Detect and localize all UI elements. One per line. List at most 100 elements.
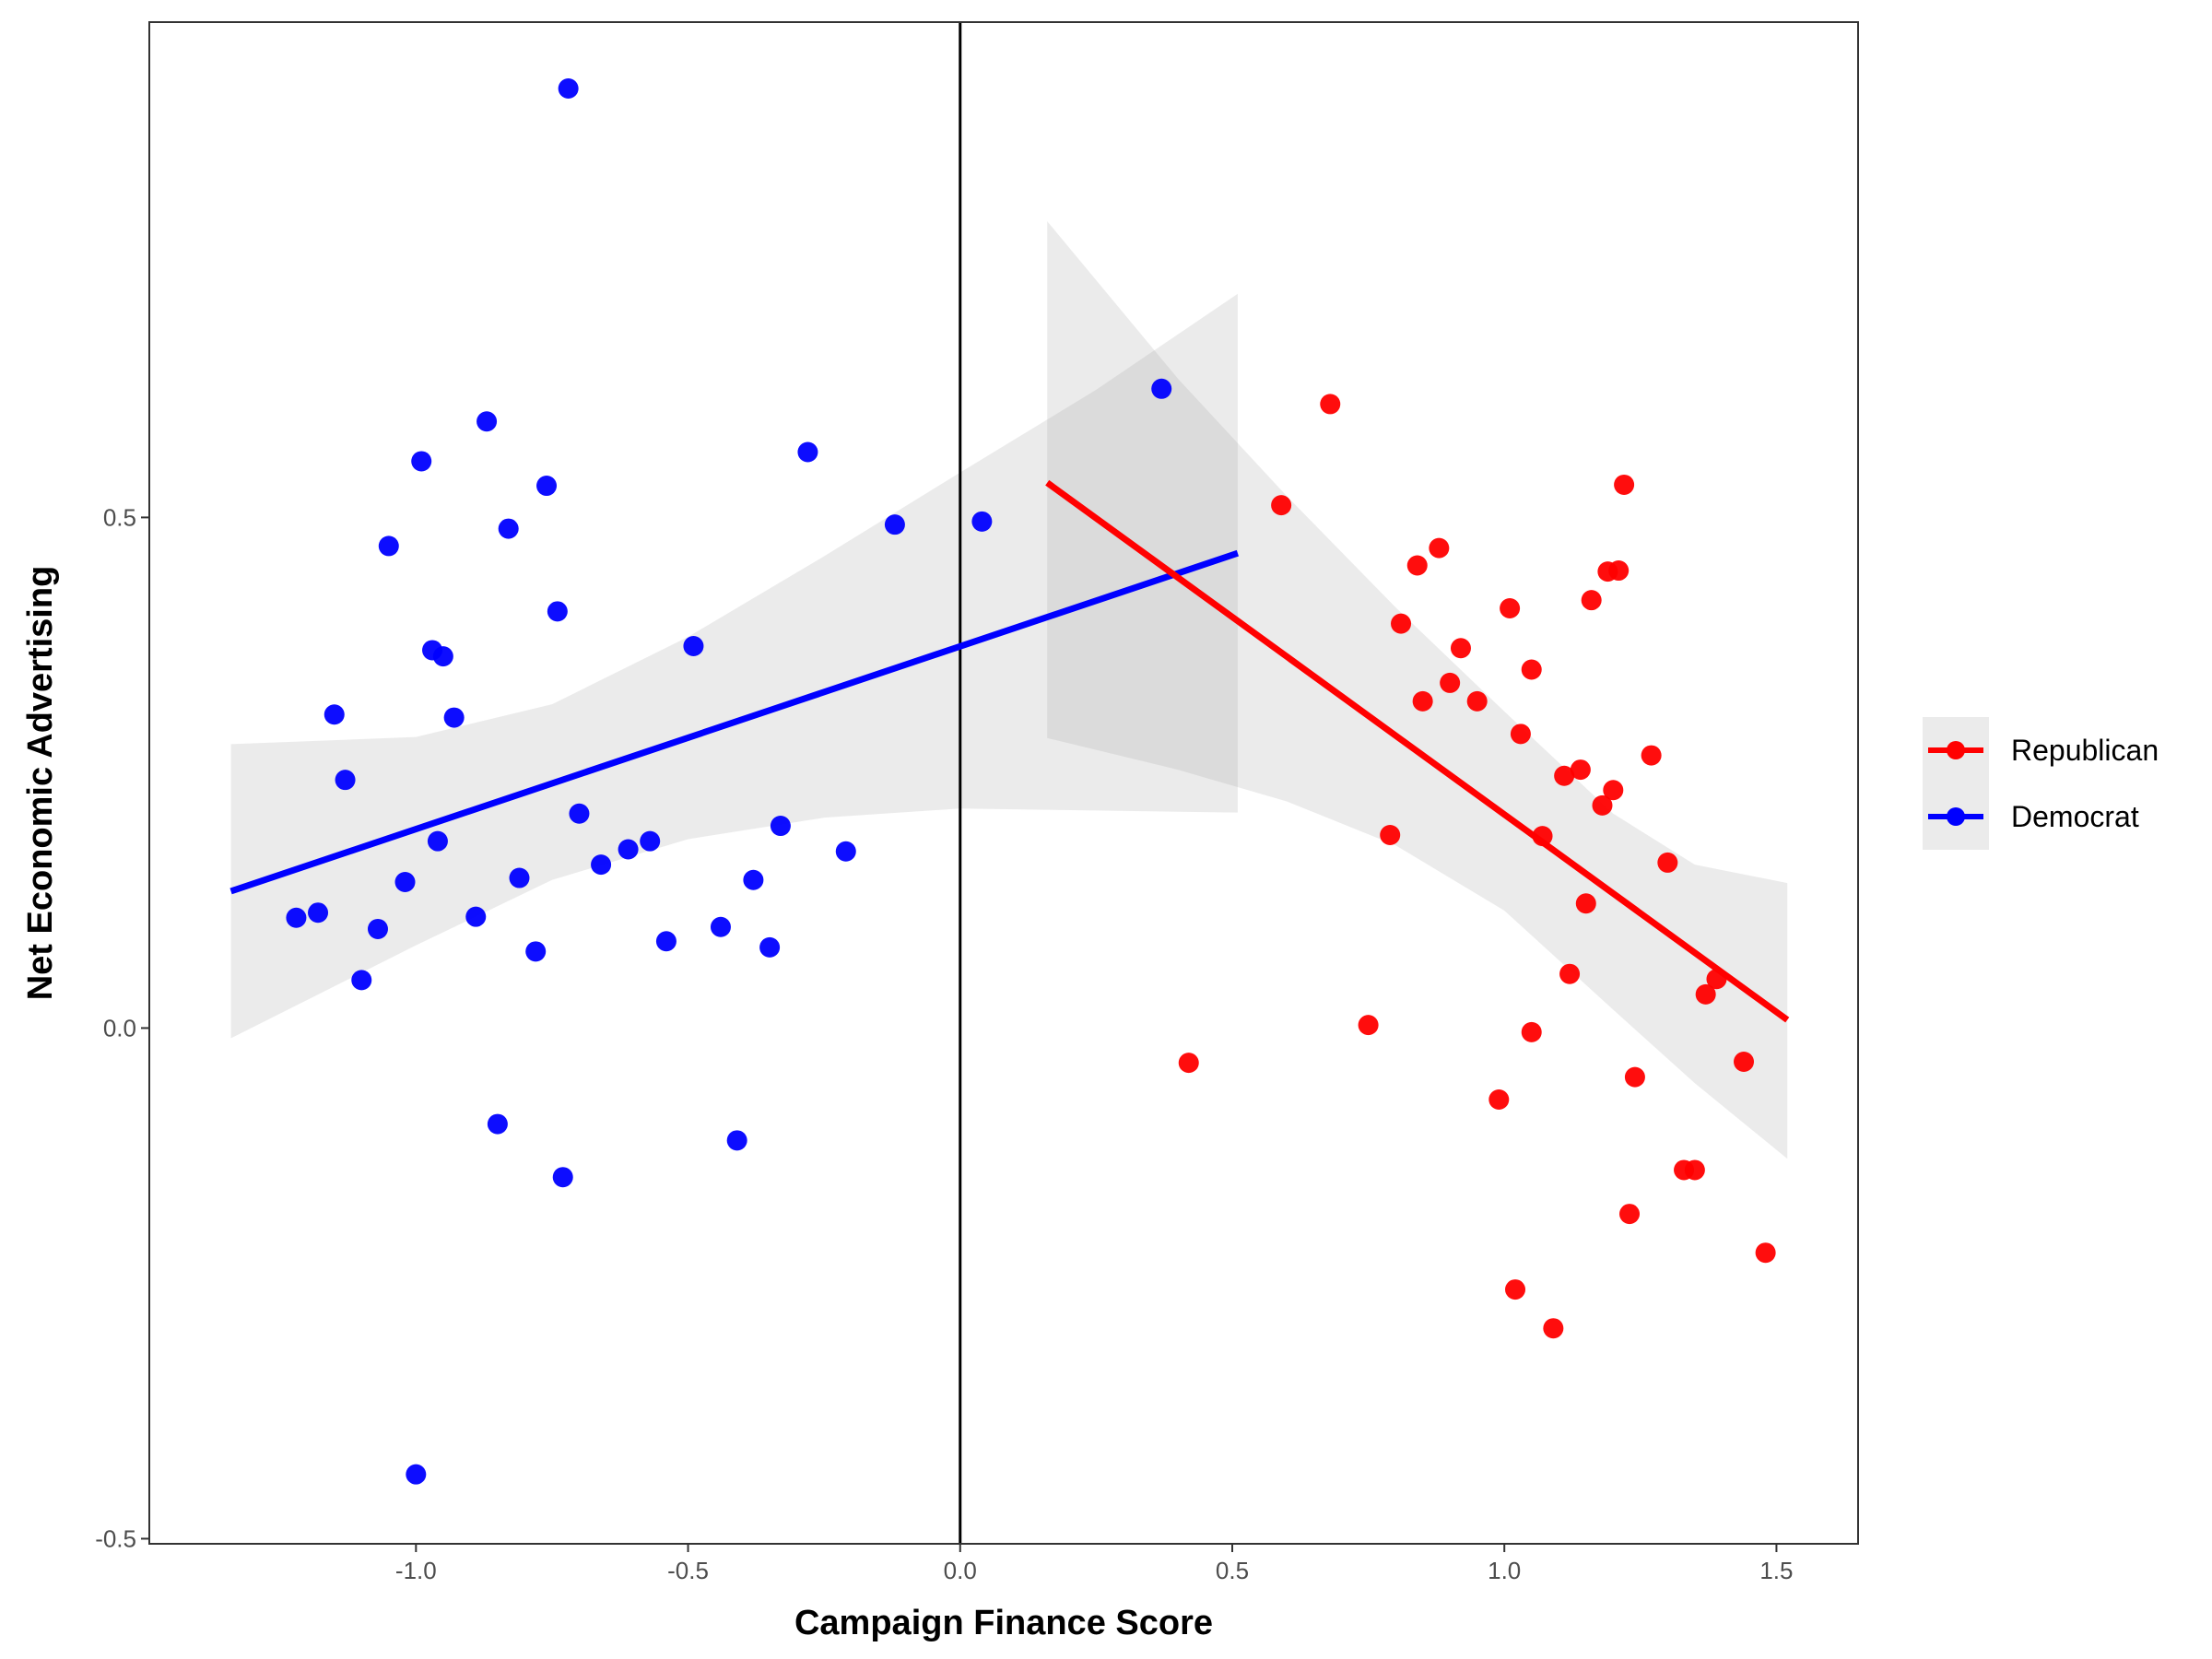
fit-lines (229, 479, 1790, 1023)
point-republican (1440, 672, 1461, 693)
point-democrat (591, 854, 612, 876)
point-republican (1412, 690, 1433, 712)
x-tick-label: 1.5 (1759, 1557, 1793, 1584)
point-democrat (443, 707, 465, 728)
y-axis-title: Net Economic Advertising (21, 566, 60, 1001)
point-democrat (509, 867, 530, 888)
point-democrat (427, 830, 448, 852)
point-democrat (569, 803, 590, 824)
fit-line-republican (1045, 479, 1790, 1023)
point-democrat (552, 1167, 573, 1188)
confidence-bands (230, 221, 1788, 1159)
point-republican (1521, 659, 1542, 680)
point-republican (1505, 1279, 1526, 1300)
x-tick-label: 0.0 (944, 1557, 977, 1584)
point-republican (1466, 690, 1488, 712)
point-republican (1619, 1204, 1641, 1225)
point-democrat (759, 936, 781, 958)
point-republican (1488, 1088, 1510, 1110)
point-republican (1624, 1066, 1645, 1088)
x-tick-label: 0.5 (1216, 1557, 1249, 1584)
point-republican (1554, 765, 1575, 786)
point-democrat (1151, 378, 1172, 399)
point-republican (1575, 893, 1596, 914)
point-democrat (286, 907, 307, 928)
point-democrat (378, 535, 399, 557)
point-republican (1559, 963, 1581, 984)
legend-label: Republican (2011, 734, 2159, 767)
point-democrat (770, 816, 791, 837)
point-republican (1755, 1242, 1776, 1264)
confidence-band-democrat (230, 293, 1238, 1039)
point-democrat (726, 1130, 747, 1151)
point-democrat (655, 931, 677, 952)
point-democrat (367, 918, 388, 939)
point-republican (1500, 598, 1521, 619)
legend: Republican Democrat (1923, 717, 2159, 850)
point-democrat (710, 916, 731, 937)
y-axis: -0.5 0.0 0.5 (95, 22, 150, 1552)
y-tick-label: 0.5 (103, 503, 136, 531)
point-democrat (335, 770, 356, 791)
y-tick-label: -0.5 (95, 1524, 136, 1552)
point-democrat (884, 514, 905, 535)
legend-label: Democrat (2011, 800, 2139, 833)
legend-key-point (1947, 741, 1965, 759)
point-republican (1391, 613, 1412, 634)
legend-item-republican: Republican (1923, 717, 2159, 783)
x-tick-label: -0.5 (667, 1557, 709, 1584)
point-democrat (558, 78, 579, 100)
point-republican (1684, 1159, 1705, 1181)
point-republican (1641, 745, 1662, 766)
point-republican (1450, 638, 1471, 659)
legend-key-point (1947, 807, 1965, 826)
x-axis-title: Campaign Finance Score (794, 1604, 1213, 1642)
point-democrat (351, 970, 372, 991)
point-republican (1521, 1021, 1542, 1042)
point-republican (1592, 794, 1613, 816)
point-democrat (797, 441, 818, 463)
point-democrat (618, 839, 639, 860)
point-democrat (465, 906, 487, 927)
point-republican (1695, 983, 1716, 1005)
point-democrat (406, 1464, 427, 1485)
y-tick-label: 0.0 (103, 1014, 136, 1041)
point-democrat (411, 451, 432, 472)
point-democrat (547, 601, 568, 622)
confidence-band-republican (1047, 221, 1788, 1159)
point-republican (1608, 560, 1630, 582)
point-democrat (477, 411, 498, 432)
point-democrat (432, 646, 453, 667)
point-democrat (487, 1113, 508, 1135)
point-democrat (743, 869, 764, 890)
point-democrat (835, 841, 856, 862)
point-republican (1657, 852, 1678, 873)
data-points (286, 78, 1776, 1485)
point-democrat (525, 941, 547, 962)
point-republican (1406, 555, 1428, 576)
point-democrat (640, 830, 661, 852)
point-republican (1178, 1053, 1199, 1074)
x-tick-label: -1.0 (395, 1557, 437, 1584)
point-democrat (394, 871, 416, 892)
point-democrat (324, 704, 345, 725)
point-republican (1734, 1051, 1755, 1072)
point-republican (1320, 394, 1341, 415)
point-republican (1603, 780, 1624, 801)
point-republican (1358, 1015, 1379, 1036)
x-axis: -1.0 -0.5 0.0 0.5 1.0 1.5 (149, 1543, 1858, 1584)
point-republican (1510, 724, 1531, 745)
point-democrat (498, 518, 519, 539)
point-republican (1614, 474, 1635, 495)
point-republican (1570, 759, 1591, 781)
fit-line-democrat (229, 549, 1240, 895)
point-republican (1581, 590, 1602, 611)
point-democrat (971, 511, 993, 532)
point-democrat (536, 476, 558, 497)
point-democrat (308, 902, 329, 924)
legend-item-democrat: Democrat (1923, 783, 2139, 850)
point-democrat (683, 636, 704, 657)
point-republican (1271, 495, 1292, 516)
